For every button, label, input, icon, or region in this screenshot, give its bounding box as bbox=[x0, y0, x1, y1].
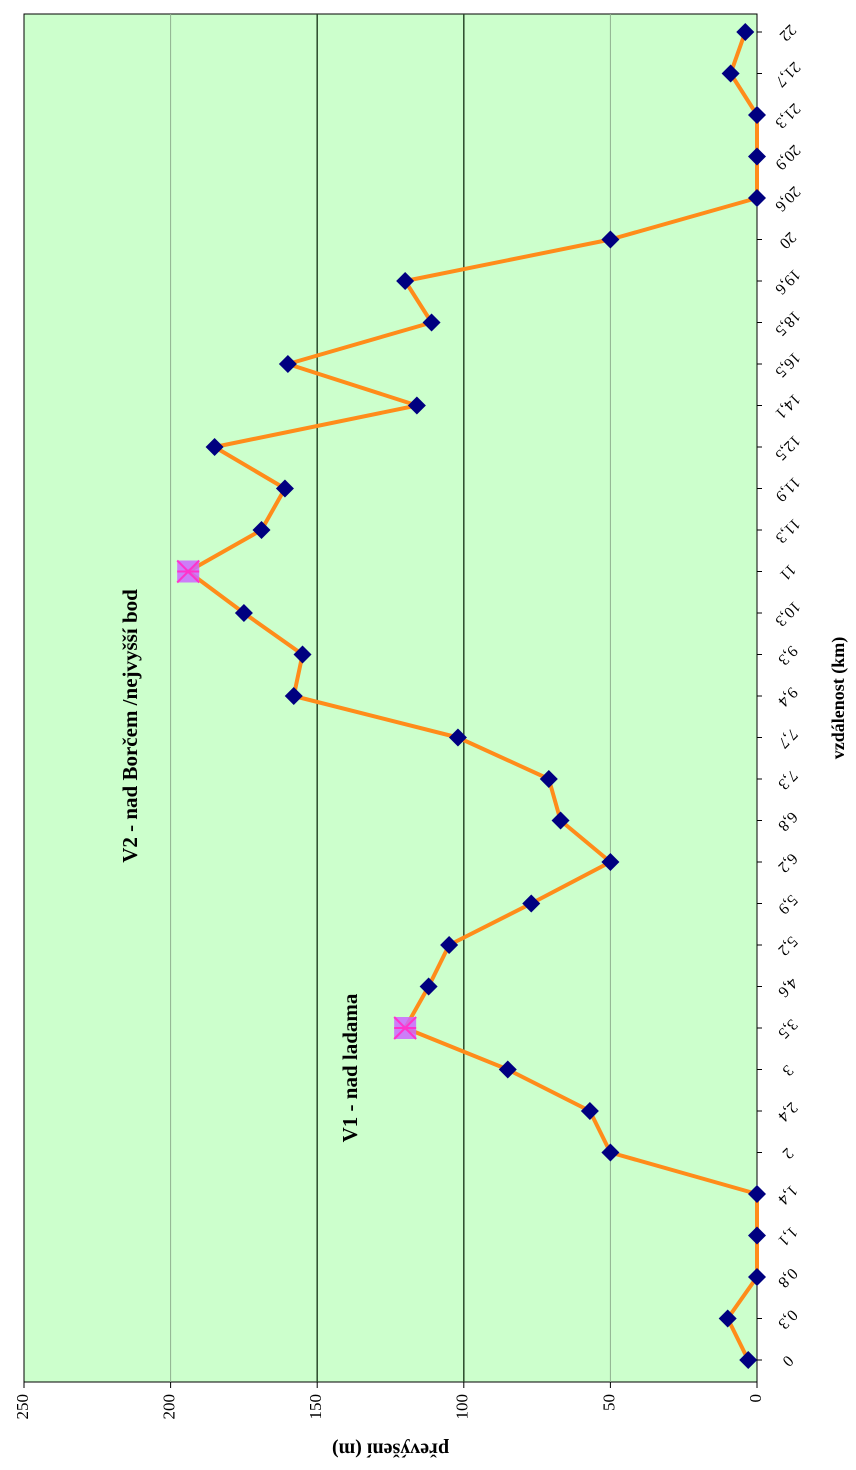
x-axis-title: vzdálenost (km) bbox=[828, 637, 849, 760]
category-tick-label: 3 bbox=[779, 1061, 797, 1079]
data-point-marker bbox=[551, 811, 570, 830]
value-tick-label: 250 bbox=[13, 1394, 32, 1420]
category-tick-label: 14,1 bbox=[772, 390, 804, 422]
category-tick-label: 21,7 bbox=[772, 58, 804, 90]
value-tick-label: 200 bbox=[160, 1394, 179, 1420]
data-point-marker bbox=[498, 1060, 517, 1079]
data-point-marker bbox=[736, 23, 755, 41]
category-tick-label: 20 bbox=[776, 228, 799, 251]
category-tick-label: 2 bbox=[779, 1144, 797, 1162]
highlight-point-marker bbox=[176, 559, 200, 584]
category-tick-label: 10,3 bbox=[772, 598, 804, 630]
data-point-marker bbox=[396, 272, 415, 290]
plot-area bbox=[23, 13, 758, 1383]
category-tick-label: 9,3 bbox=[775, 642, 801, 668]
category-tick-label: 20,9 bbox=[772, 141, 804, 173]
data-point-marker bbox=[284, 687, 303, 705]
series-layer bbox=[176, 23, 766, 1369]
category-tick-label: 19,6 bbox=[772, 266, 804, 298]
category-tick-label: 16,5 bbox=[772, 349, 804, 381]
category-tick-label: 1,1 bbox=[775, 1223, 801, 1249]
data-point-marker bbox=[748, 106, 766, 124]
data-point-marker bbox=[721, 64, 740, 83]
category-tick-label: 6,8 bbox=[775, 808, 801, 834]
data-point-marker bbox=[205, 438, 224, 456]
data-point-marker bbox=[234, 604, 253, 622]
data-point-marker bbox=[601, 230, 620, 249]
data-point-marker bbox=[748, 1226, 766, 1245]
category-tick-label: 0,3 bbox=[775, 1306, 801, 1332]
data-point-marker bbox=[580, 1102, 599, 1120]
category-tick-label: 0 bbox=[779, 1352, 797, 1370]
category-tick-label: 11,9 bbox=[772, 473, 803, 504]
data-point-marker bbox=[739, 1351, 758, 1369]
data-point-marker bbox=[448, 728, 467, 747]
data-point-marker bbox=[422, 313, 441, 332]
data-point-marker bbox=[275, 479, 294, 498]
highlight-point-marker bbox=[393, 1016, 417, 1040]
category-tick-label: 5,9 bbox=[775, 891, 801, 917]
data-point-marker bbox=[748, 147, 766, 166]
annotation-label: V1 - nad ladama bbox=[338, 993, 362, 1142]
category-tick-label: 4,6 bbox=[775, 974, 801, 1000]
category-tick-label: 1,4 bbox=[775, 1182, 801, 1208]
data-point-marker bbox=[601, 853, 620, 871]
data-point-marker bbox=[278, 355, 297, 373]
value-tick-label: 0 bbox=[746, 1394, 765, 1403]
category-tick-label: 0,8 bbox=[775, 1265, 801, 1291]
data-point-marker bbox=[440, 936, 459, 954]
data-point-marker bbox=[522, 894, 541, 913]
category-tick-label: 5,2 bbox=[775, 933, 801, 959]
y-axis-title: převýšení (m) bbox=[332, 1438, 449, 1460]
category-tick-label: 6,2 bbox=[775, 850, 801, 876]
category-tick-label: 7,7 bbox=[775, 725, 801, 751]
data-point-marker bbox=[748, 1268, 766, 1286]
category-tick-label: 21,3 bbox=[772, 100, 804, 132]
labels: vzdálenost (km) převýšení (m) V1 - nad lad… bbox=[118, 589, 849, 1461]
category-tick-label: 11 bbox=[776, 561, 799, 584]
data-point-marker bbox=[293, 645, 312, 664]
data-point-marker bbox=[539, 770, 558, 788]
data-point-marker bbox=[252, 521, 271, 539]
category-tick-label: 3,5 bbox=[775, 1016, 801, 1042]
data-point-marker bbox=[601, 1143, 620, 1162]
category-tick-label: 18,5 bbox=[772, 307, 804, 339]
data-point-marker bbox=[748, 189, 766, 207]
annotation-label: V2 - nad Borčem /nejvyšší bod bbox=[118, 589, 142, 863]
category-tick-label: 20,6 bbox=[772, 183, 804, 215]
data-point-marker bbox=[718, 1309, 737, 1328]
category-tick-label: 22 bbox=[776, 21, 799, 44]
data-point-marker bbox=[407, 396, 426, 415]
category-tick-label: 7,3 bbox=[775, 767, 801, 793]
value-tick-label: 150 bbox=[306, 1394, 325, 1420]
category-tick-label: 12,5 bbox=[772, 432, 804, 464]
data-point-marker bbox=[748, 1185, 766, 1203]
category-tick-label: 11,3 bbox=[772, 515, 803, 546]
category-tick-label: 2,4 bbox=[775, 1099, 801, 1125]
value-tick-label: 50 bbox=[599, 1394, 618, 1411]
category-tick-label: 9,4 bbox=[775, 684, 801, 710]
value-tick-label: 100 bbox=[453, 1394, 472, 1420]
data-point-marker bbox=[419, 977, 438, 996]
